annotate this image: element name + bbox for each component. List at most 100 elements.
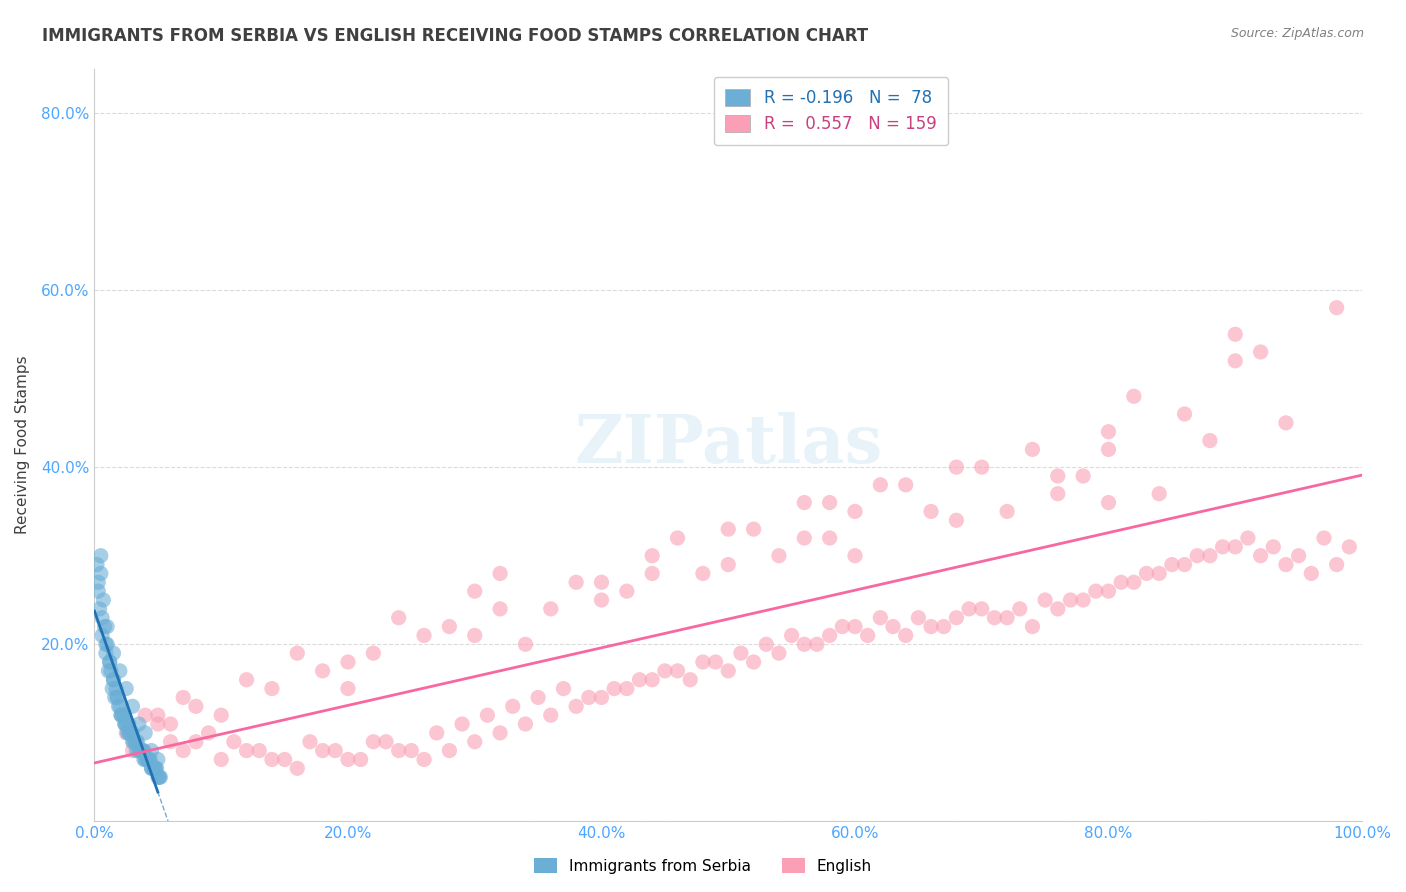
- Point: [1187, 549, 1209, 563]
- Point: [920, 619, 942, 633]
- Point: [692, 655, 714, 669]
- Point: [336, 752, 359, 766]
- Point: [135, 752, 157, 766]
- Point: [768, 549, 790, 563]
- Point: [114, 717, 136, 731]
- Point: [115, 717, 138, 731]
- Point: [907, 611, 929, 625]
- Point: [945, 611, 967, 625]
- Point: [101, 681, 124, 696]
- Point: [932, 619, 955, 633]
- Point: [717, 558, 740, 572]
- Point: [1237, 531, 1260, 545]
- Point: [780, 628, 803, 642]
- Point: [945, 460, 967, 475]
- Point: [426, 726, 449, 740]
- Point: [87, 575, 110, 590]
- Point: [131, 743, 153, 757]
- Point: [114, 717, 136, 731]
- Point: [103, 673, 125, 687]
- Point: [115, 681, 138, 696]
- Point: [134, 726, 156, 740]
- Legend: Immigrants from Serbia, English: Immigrants from Serbia, English: [527, 852, 879, 880]
- Point: [1059, 593, 1081, 607]
- Point: [679, 673, 702, 687]
- Point: [89, 602, 111, 616]
- Point: [141, 743, 163, 757]
- Point: [121, 726, 143, 740]
- Point: [136, 752, 159, 766]
- Point: [128, 717, 150, 731]
- Point: [121, 743, 143, 757]
- Point: [134, 708, 156, 723]
- Point: [1097, 425, 1119, 439]
- Point: [146, 752, 169, 766]
- Point: [1173, 558, 1195, 572]
- Point: [129, 743, 152, 757]
- Point: [94, 637, 117, 651]
- Point: [578, 690, 600, 705]
- Point: [1263, 540, 1285, 554]
- Point: [184, 735, 207, 749]
- Point: [818, 495, 841, 509]
- Point: [1021, 619, 1043, 633]
- Point: [894, 478, 917, 492]
- Point: [768, 646, 790, 660]
- Point: [100, 664, 122, 678]
- Point: [260, 752, 283, 766]
- Point: [666, 664, 689, 678]
- Point: [363, 646, 385, 660]
- Point: [489, 726, 512, 740]
- Point: [143, 761, 166, 775]
- Point: [439, 619, 461, 633]
- Point: [260, 681, 283, 696]
- Point: [105, 690, 128, 705]
- Point: [115, 726, 138, 740]
- Point: [413, 752, 436, 766]
- Point: [1339, 540, 1361, 554]
- Point: [141, 761, 163, 775]
- Point: [235, 673, 257, 687]
- Point: [540, 602, 562, 616]
- Point: [995, 611, 1018, 625]
- Point: [143, 761, 166, 775]
- Point: [146, 770, 169, 784]
- Y-axis label: Receiving Food Stamps: Receiving Food Stamps: [15, 356, 30, 534]
- Point: [806, 637, 828, 651]
- Point: [540, 708, 562, 723]
- Point: [515, 717, 537, 731]
- Point: [97, 664, 120, 678]
- Point: [844, 504, 866, 518]
- Point: [336, 655, 359, 669]
- Point: [1275, 558, 1298, 572]
- Point: [93, 619, 115, 633]
- Point: [1046, 602, 1069, 616]
- Point: [1326, 558, 1348, 572]
- Point: [172, 690, 194, 705]
- Point: [616, 584, 638, 599]
- Point: [1046, 469, 1069, 483]
- Point: [209, 708, 232, 723]
- Point: [882, 619, 904, 633]
- Point: [112, 708, 135, 723]
- Point: [742, 522, 765, 536]
- Point: [1275, 416, 1298, 430]
- Text: Source: ZipAtlas.com: Source: ZipAtlas.com: [1230, 27, 1364, 40]
- Point: [995, 504, 1018, 518]
- Point: [970, 460, 993, 475]
- Point: [1225, 327, 1247, 342]
- Point: [172, 743, 194, 757]
- Point: [323, 743, 346, 757]
- Point: [755, 637, 778, 651]
- Point: [197, 726, 219, 740]
- Point: [1071, 469, 1094, 483]
- Point: [121, 735, 143, 749]
- Point: [103, 673, 125, 687]
- Point: [844, 549, 866, 563]
- Point: [641, 566, 664, 581]
- Point: [515, 637, 537, 651]
- Point: [86, 558, 108, 572]
- Point: [129, 743, 152, 757]
- Point: [1135, 566, 1157, 581]
- Point: [388, 611, 411, 625]
